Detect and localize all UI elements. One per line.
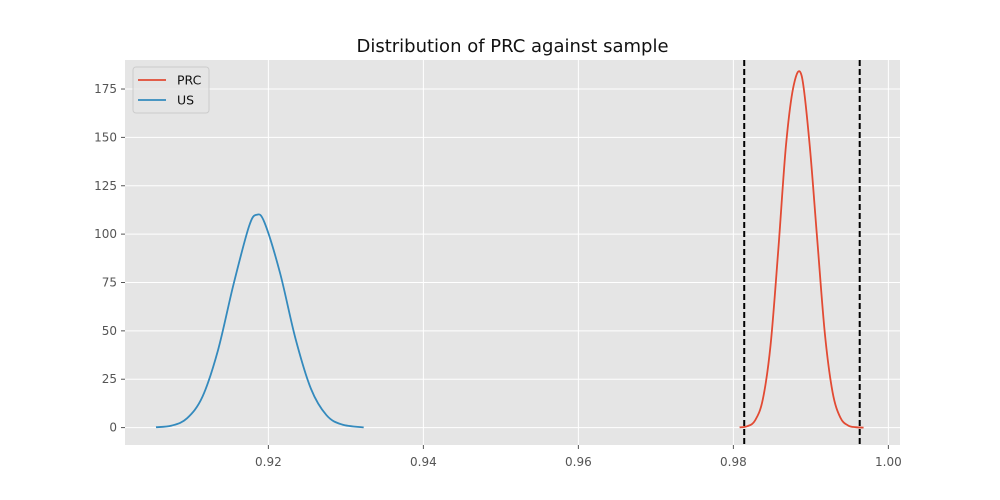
x-tick-label: 0.92 (255, 455, 282, 469)
y-tick-label: 150 (94, 130, 117, 144)
x-tick-label: 1.00 (875, 455, 902, 469)
series-line-us (155, 213, 364, 429)
x-tick-label: 0.94 (410, 455, 437, 469)
legend-label-us: US (177, 93, 194, 108)
y-tick-label: 100 (94, 227, 117, 241)
y-tick-label: 175 (94, 82, 117, 96)
grid-lines (125, 60, 900, 445)
x-tick-label: 0.96 (565, 455, 592, 469)
series-line-prc (739, 70, 864, 429)
chart-title: Distribution of PRC against sample (356, 36, 668, 57)
x-axis: 0.92 0.94 0.96 0.98 1.00 (255, 445, 902, 469)
x-tick-label: 0.98 (720, 455, 747, 469)
y-tick-label: 125 (94, 179, 117, 193)
legend: PRC US (132, 66, 210, 114)
y-tick-label: 75 (102, 275, 117, 289)
y-tick-label: 50 (102, 324, 117, 338)
series-group (155, 70, 864, 429)
reference-lines (743, 60, 861, 445)
legend-box (132, 66, 210, 114)
y-tick-label: 0 (109, 421, 117, 435)
legend-label-prc: PRC (177, 73, 202, 88)
plot-area (125, 60, 900, 445)
y-tick-label: 25 (102, 372, 117, 386)
y-axis: 0 25 50 75 100 125 150 175 (94, 82, 125, 435)
